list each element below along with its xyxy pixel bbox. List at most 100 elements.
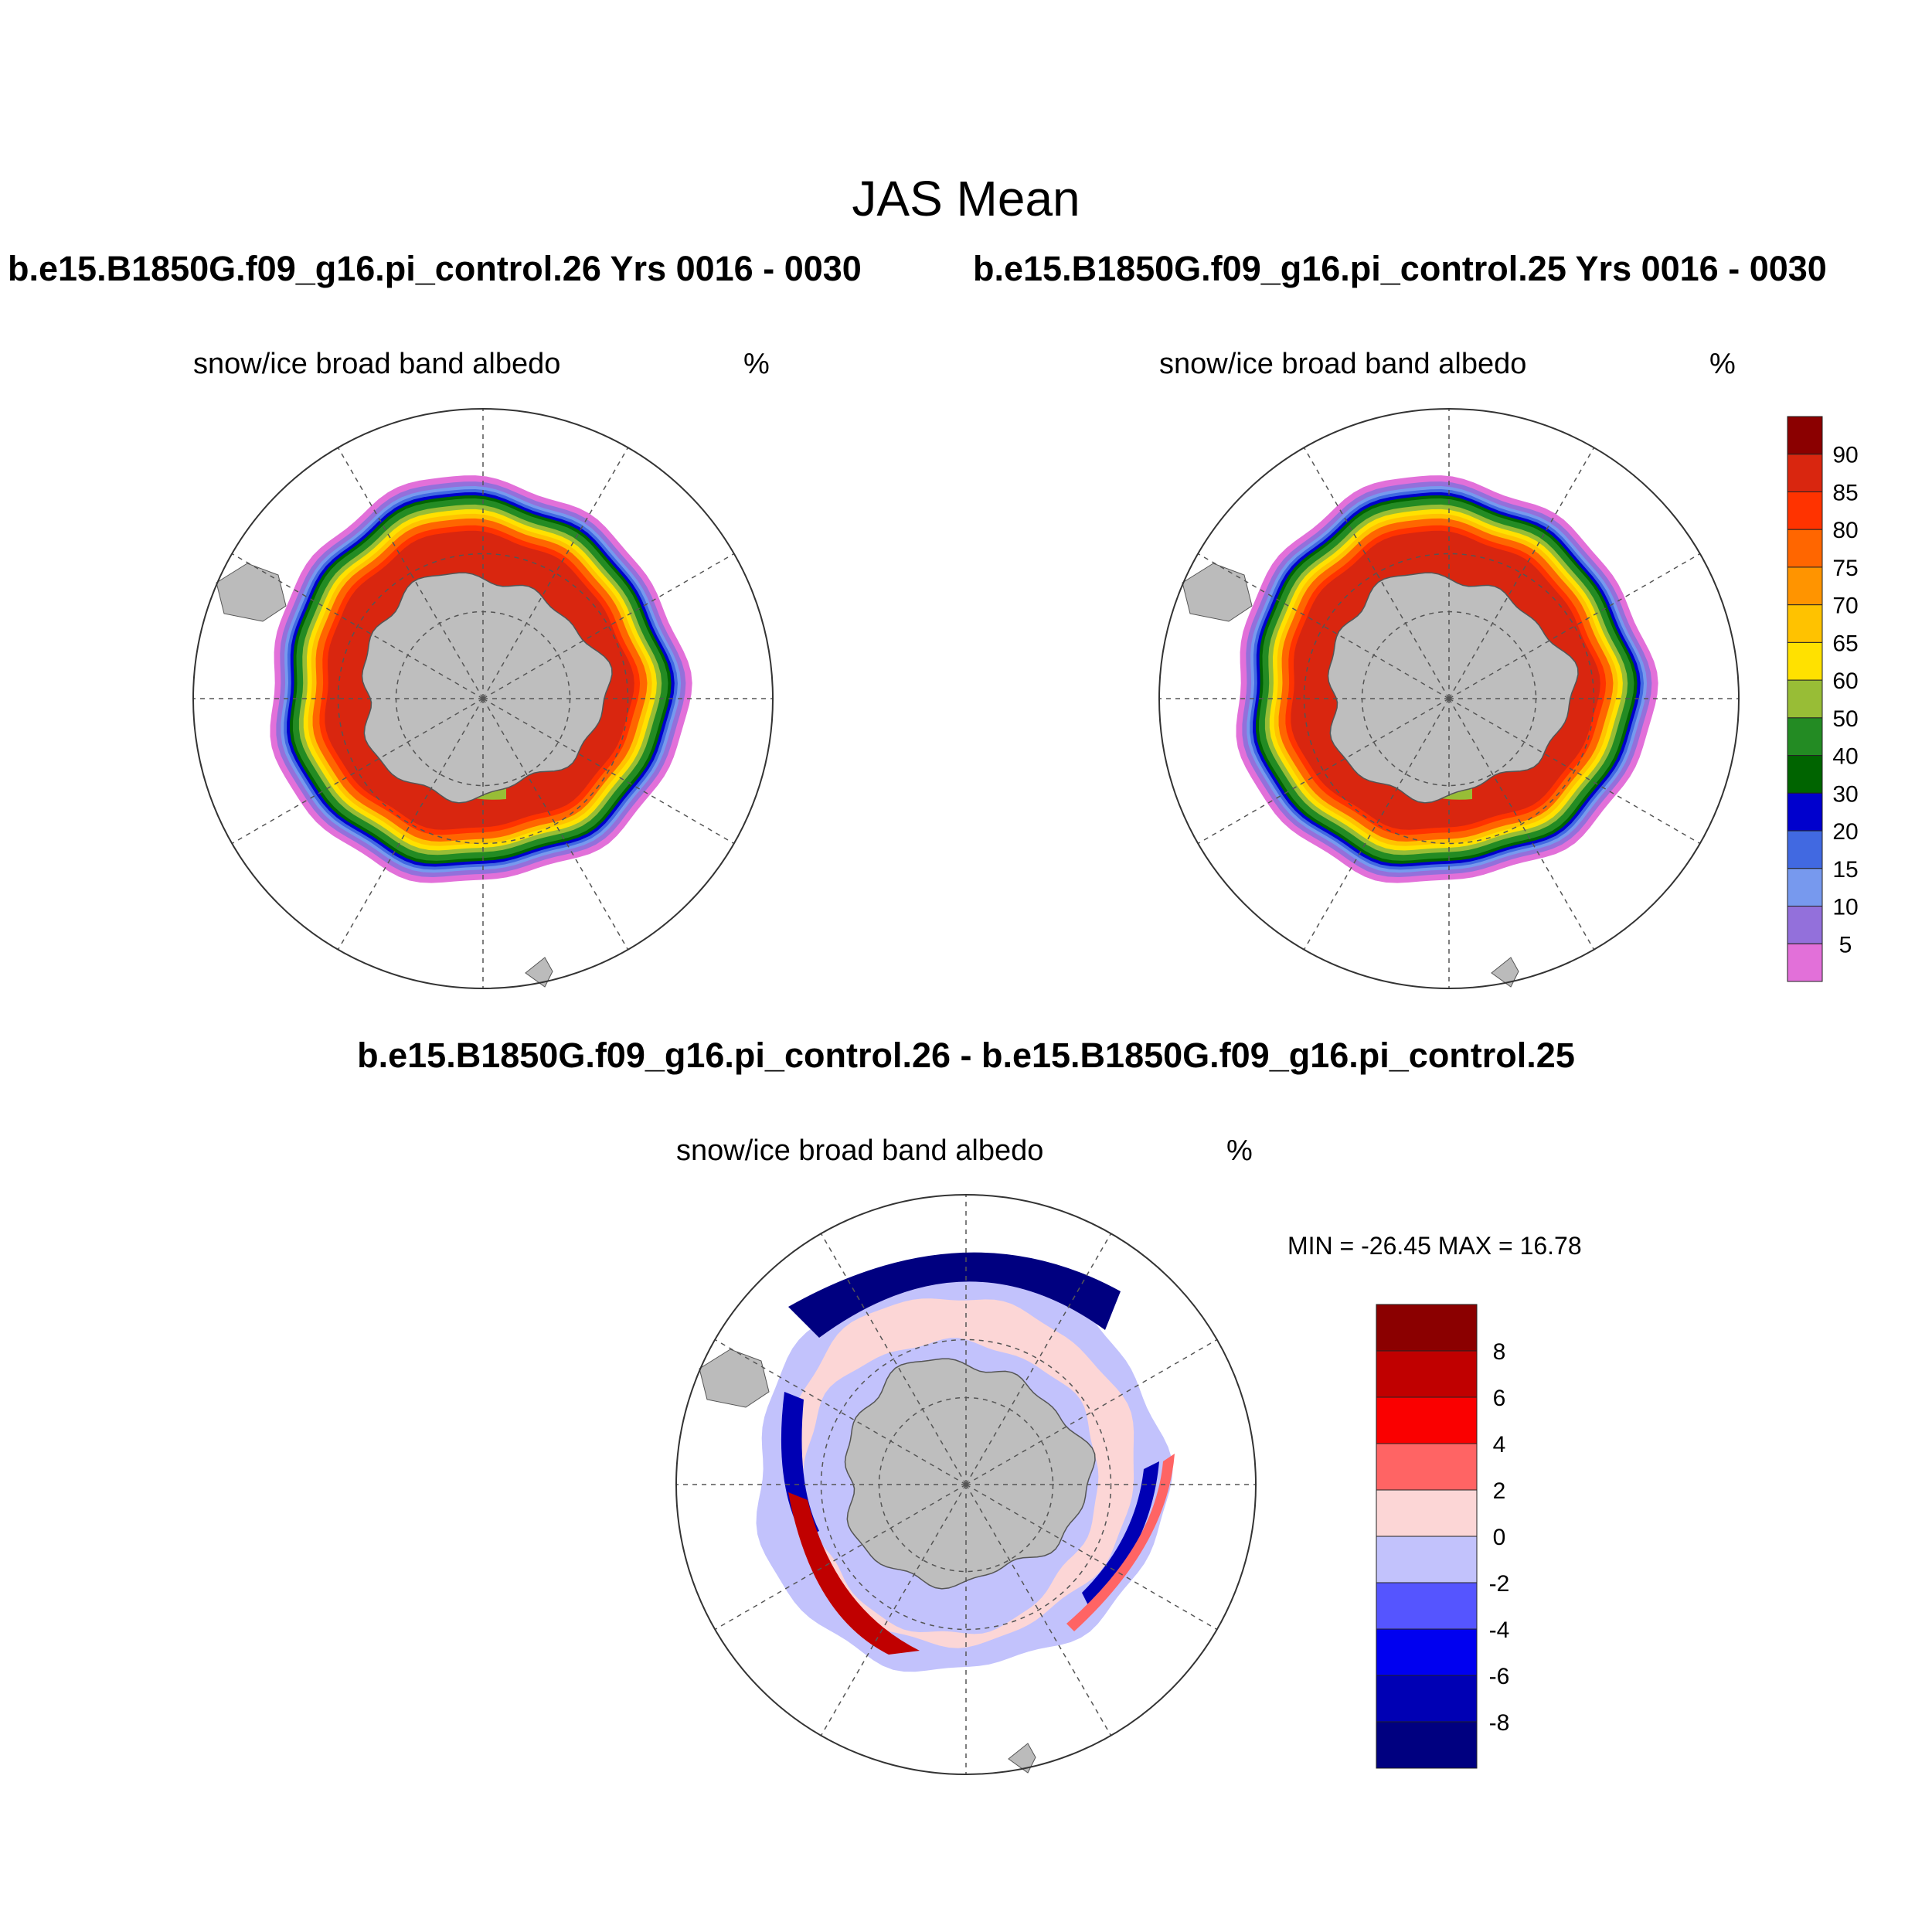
control-25-map: [1158, 408, 1740, 989]
meridian-line: [965, 1233, 1112, 1485]
colorbar-box: [1376, 1396, 1478, 1444]
colorbar-tick-label: 0: [1493, 1525, 1506, 1550]
colorbar-tick-label: -8: [1489, 1710, 1510, 1736]
colorbar-box: [1376, 1443, 1478, 1491]
antarctica-land: [361, 572, 613, 804]
panel-1-variable: snow/ice broad band albedo: [193, 348, 561, 380]
colorbar-tick-label: 5: [1839, 932, 1852, 957]
colorbar-box: [1787, 792, 1823, 832]
colorbar-box: [1787, 679, 1823, 719]
colorbar-box: [1376, 1628, 1478, 1676]
colorbar-box: [1787, 416, 1823, 455]
map-boundary: [675, 1194, 1257, 1775]
diff-case-title: b.e15.B1850G.f09_g16.pi_control.26 - b.e…: [357, 1036, 1575, 1075]
meridian-line: [965, 1484, 1218, 1631]
new-zealand-land: [525, 957, 553, 988]
meridian-line: [482, 698, 629, 951]
colorbar-box: [1787, 755, 1823, 794]
colorbar-box: [1787, 604, 1823, 643]
meridian-line: [714, 1338, 967, 1485]
colorbar-tick-label: 85: [1832, 480, 1858, 505]
south-america-land: [1182, 563, 1253, 622]
albedo-colorbar: 90 85 80 75 70 65 60 50 40 30 20 15 10 5: [1787, 416, 1859, 982]
meridian-line: [1448, 698, 1595, 951]
meridian-line: [1197, 698, 1450, 845]
difference-contour: [788, 1252, 1121, 1338]
colorbar-box: [1787, 566, 1823, 606]
panel-3-variable: snow/ice broad band albedo: [676, 1134, 1044, 1167]
colorbar-tick-label: 60: [1832, 668, 1858, 694]
difference-contour: [788, 1492, 920, 1655]
colorbar-box: [1787, 868, 1823, 907]
meridian-line: [337, 698, 484, 951]
difference-colorbar: 8 6 4 2 0 -2 -4 -6 -8: [1376, 1304, 1510, 1769]
parallel-line: [1303, 553, 1595, 845]
south-america-land: [699, 1349, 770, 1408]
meridian-line: [1448, 698, 1701, 845]
colorbar-tick-label: 90: [1832, 443, 1858, 468]
meridian-line: [820, 1484, 967, 1736]
new-zealand-land: [1491, 957, 1519, 988]
meridian-line: [965, 1338, 1218, 1485]
difference-contour: [1066, 1454, 1175, 1631]
colorbar-tick-label: 10: [1832, 895, 1858, 920]
parallel-line: [878, 1396, 1054, 1573]
colorbar-box: [1787, 830, 1823, 869]
parallel-line: [820, 1338, 1112, 1631]
colorbar-box: [1787, 454, 1823, 492]
map-boundary: [192, 408, 774, 989]
panel-1-case-title: b.e15.B1850G.f09_g16.pi_control.26 Yrs 0…: [8, 249, 862, 288]
parallel-line: [337, 553, 629, 845]
colorbar-box: [1787, 717, 1823, 757]
colorbar-box: [1376, 1350, 1478, 1398]
colorbar-tick-label: 75: [1832, 556, 1858, 581]
control-26-map: [192, 408, 774, 989]
meridian-line: [482, 553, 735, 699]
colorbar-tick-label: 20: [1832, 819, 1858, 845]
colorbar-tick-label: 4: [1493, 1432, 1506, 1458]
colorbar-box: [1787, 943, 1823, 982]
meridian-line: [1303, 698, 1450, 951]
meridian-line: [482, 447, 629, 699]
min-max-label: MIN = -26.45 MAX = 16.78: [1287, 1232, 1582, 1260]
meridian-line: [231, 698, 484, 845]
colorbar-box: [1376, 1304, 1478, 1352]
meridian-line: [820, 1233, 967, 1485]
meridian-line: [965, 1484, 1112, 1736]
difference-map: [675, 1194, 1257, 1775]
meridian-line: [231, 553, 484, 699]
meridian-line: [1303, 447, 1450, 699]
south-america-land: [216, 563, 287, 622]
colorbar-tick-label: -6: [1489, 1664, 1510, 1689]
panel-3-units: %: [1226, 1134, 1253, 1167]
panel-2-units: %: [1709, 348, 1736, 380]
colorbar-tick-label: -2: [1489, 1571, 1510, 1597]
colorbar-box: [1787, 491, 1823, 530]
colorbar-tick-label: 8: [1493, 1339, 1506, 1365]
colorbar-box: [1376, 1582, 1478, 1630]
parallel-line: [395, 611, 571, 787]
meridian-line: [1197, 553, 1450, 699]
meridian-line: [1448, 447, 1595, 699]
colorbar-box: [1376, 1721, 1478, 1769]
colorbar-tick-label: 2: [1493, 1478, 1506, 1504]
colorbar-tick-label: 80: [1832, 518, 1858, 543]
antarctica-land: [1327, 572, 1579, 804]
colorbar-box: [1376, 1489, 1478, 1537]
colorbar-tick-label: 40: [1832, 744, 1858, 770]
map-boundary: [1158, 408, 1740, 989]
colorbar-box: [1787, 529, 1823, 568]
difference-contour: [1082, 1461, 1159, 1608]
new-zealand-land: [1008, 1743, 1036, 1774]
colorbar-tick-label: 6: [1493, 1386, 1506, 1411]
colorbar-box: [1376, 1536, 1478, 1583]
colorbar-box: [1376, 1675, 1478, 1723]
meridian-line: [337, 447, 484, 699]
antarctica-land: [844, 1358, 1096, 1590]
meridian-line: [1448, 553, 1701, 699]
colorbar-tick-label: -4: [1489, 1617, 1510, 1643]
colorbar-tick-label: 15: [1832, 857, 1858, 883]
panel-1-units: %: [743, 348, 770, 380]
colorbar-tick-label: 30: [1832, 781, 1858, 807]
